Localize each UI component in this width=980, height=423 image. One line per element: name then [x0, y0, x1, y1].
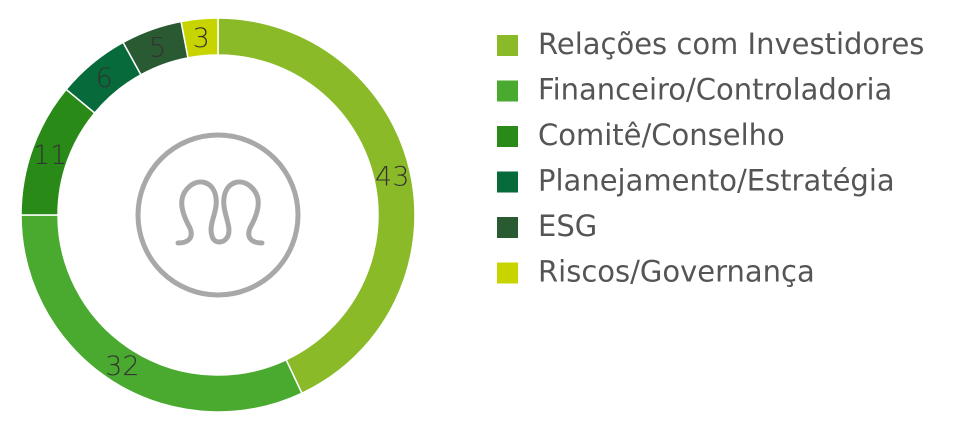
data-label: 3	[193, 23, 210, 54]
donut-segment	[217, 17, 416, 395]
legend-label: Financeiro/Controladoria	[538, 73, 892, 107]
data-label: 11	[33, 140, 67, 171]
legend-label: Planejamento/Estratégia	[538, 164, 895, 198]
center-icon	[135, 132, 301, 298]
donut-segment	[180, 17, 219, 59]
legend-swatch	[497, 126, 518, 147]
legend-label: Comitê/Conselho	[538, 118, 785, 152]
legend-swatch	[497, 171, 518, 193]
legend-swatch	[497, 217, 518, 238]
legend-label: Riscos/Governança	[538, 255, 815, 289]
legend-swatch	[497, 35, 518, 56]
data-label: 32	[105, 351, 139, 382]
data-label: 5	[149, 33, 166, 64]
legend-swatch	[497, 262, 518, 284]
legend-swatch	[497, 80, 518, 102]
legend-label: Relações com Investidores	[538, 27, 924, 61]
data-label: 43	[375, 162, 409, 193]
data-label: 6	[96, 63, 113, 94]
legend-label: ESG	[538, 209, 597, 243]
